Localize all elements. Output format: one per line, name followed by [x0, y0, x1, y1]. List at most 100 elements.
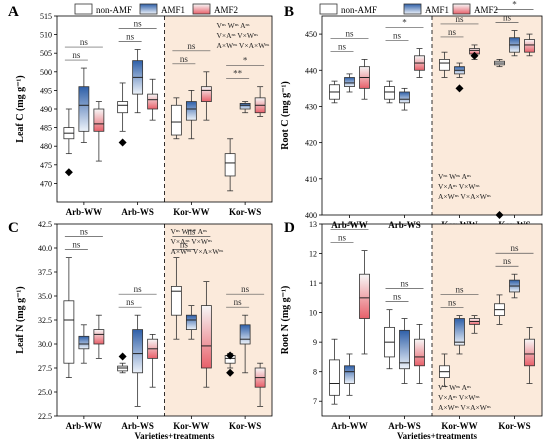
box-amf1: [454, 318, 465, 346]
legend-swatch-amf2: [192, 3, 211, 15]
significance-label: ns: [448, 27, 457, 37]
y-tick-label: 505: [40, 49, 52, 58]
legend-label: non-AMF: [96, 5, 132, 15]
significance-label: ns: [338, 233, 347, 243]
legend-swatch-non-amf: [74, 3, 93, 15]
box-amf1: [239, 324, 251, 345]
y-tick-label: 440: [305, 66, 317, 75]
x-tick-label: Kor-WS: [229, 207, 261, 217]
significance-label: ns: [455, 14, 464, 24]
box-amf1: [344, 365, 355, 384]
panel-a: A 470 475 480 485 490 495 500 505 510 515 Leaf C (m…: [8, 3, 273, 217]
significance-label: ns: [134, 284, 143, 294]
outlier-point: [455, 84, 464, 93]
y-tick-label: 9: [313, 338, 317, 347]
anova-stats-line: V×Aⁿˢ V×Wⁿˢ: [438, 393, 480, 402]
panel-label: A: [8, 4, 19, 20]
x-tick-label: Kor-WS: [498, 421, 530, 431]
panel-c: C 22.5 25.0 27.5 30.0 32.5 35.0 37.5 40.0 42.5 Lea…: [8, 220, 273, 441]
y-tick-label: 40.0: [38, 244, 52, 253]
y-axis-label: Root N (mg g⁻¹): [280, 286, 291, 355]
significance-label: *: [402, 18, 407, 28]
kor-background: [164, 224, 272, 416]
x-tick-label: Arb-WW: [331, 220, 368, 230]
box-amf1: [132, 329, 144, 374]
y-tick-label: 450: [305, 30, 317, 39]
box-amf1: [239, 103, 251, 110]
y-tick-label: 25.0: [38, 388, 52, 397]
box-amf1: [185, 101, 197, 121]
box-amf2: [93, 329, 105, 345]
box-non-amf: [170, 104, 182, 136]
significance-label: ns: [187, 227, 196, 237]
y-tick-label: 11: [309, 279, 317, 288]
x-tick-label: Arb-WW: [66, 207, 103, 217]
significance-label: ns: [72, 240, 81, 250]
significance-label: ns: [393, 31, 402, 41]
significance-label: ns: [503, 256, 512, 266]
significance-label: ns: [134, 18, 143, 28]
significance-label: **: [233, 69, 243, 79]
significance-label: *: [347, 220, 352, 230]
legend-swatch-non-amf: [319, 3, 338, 15]
x-tick-label: Kor-WS: [229, 421, 261, 431]
significance-label: ns: [455, 285, 464, 295]
box-non-amf: [329, 359, 340, 396]
y-tick-label: 480: [40, 142, 52, 151]
x-tick-label: Arb-WW: [66, 421, 103, 431]
y-tick-label: 22.5: [38, 412, 52, 421]
legend-label: AMF1: [161, 5, 185, 15]
legend-label: AMF1: [425, 5, 449, 15]
outlier-point: [226, 368, 235, 377]
y-tick-label: 27.5: [38, 364, 52, 373]
significance-label: ns: [72, 50, 81, 60]
significance-label: ns: [448, 298, 457, 308]
anova-stats-line: V⁺ Wⁿˢ Aⁿˢ: [438, 383, 471, 392]
panel-b: B 400 410 420 430 440 450 Root C (mg g⁻¹) Arb-WW…: [280, 0, 543, 230]
y-tick-label: 410: [305, 175, 317, 184]
significance-label: ns: [400, 279, 409, 289]
y-tick-label: 12: [309, 250, 317, 259]
anova-stats-line: Vⁿˢ Wⁿˢ Aⁿˢ: [217, 21, 250, 30]
y-tick-label: 7: [313, 397, 317, 406]
significance-label: ns: [234, 297, 243, 307]
significance-label: ns: [80, 37, 89, 47]
significance-label: ns: [503, 12, 512, 22]
anova-stats-line: A×Wⁿˢ V×A×Wⁿˢ: [171, 247, 224, 256]
legend-swatch-amf1: [403, 3, 422, 15]
y-axis-label: Root C (mg g⁻¹): [280, 81, 291, 150]
anova-stats-line: V×Aⁿˢ V×Wⁿˢ: [171, 237, 213, 246]
significance-label: ns: [126, 297, 135, 307]
panel-d: D 7 8 9 10 11 12 13 Root N (mg g⁻¹) Arb-WW Arb-WS K…: [280, 220, 543, 441]
box-non-amf: [439, 59, 450, 71]
box-non-amf: [63, 300, 75, 364]
y-axis-label: Leaf N (mg g⁻¹): [15, 286, 26, 353]
legend-swatch-amf1: [139, 3, 158, 15]
significance-label: ns: [345, 28, 354, 38]
y-tick-label: 470: [40, 179, 52, 188]
x-tick-label: Kor-WW: [173, 421, 209, 431]
outlier-point: [64, 168, 73, 177]
y-tick-label: 400: [305, 211, 317, 220]
anova-stats-line: A×Wⁿˢ V×A×Wⁿˢ: [438, 403, 491, 412]
box-non-amf: [170, 285, 182, 316]
anova-stats-line: A×Wⁿˢ V×A×Wⁿˢ: [217, 41, 270, 50]
legend-label: non-AMF: [341, 5, 377, 15]
legend-swatch-amf2: [452, 3, 471, 15]
anova-stats-line: Vⁿˢ W** Aⁿˢ: [171, 227, 208, 236]
box-amf2: [414, 338, 425, 367]
x-tick-label: Kor-WW: [441, 421, 477, 431]
box-amf2: [524, 338, 535, 367]
panel-label: C: [8, 220, 19, 236]
box-non-amf: [117, 101, 129, 114]
box-amf1: [78, 335, 90, 350]
outlier-point: [226, 351, 235, 360]
anova-stats-line: Vⁿˢ Wⁿˢ Aⁿˢ: [438, 172, 471, 181]
significance-label: *: [243, 56, 248, 66]
significance-label: ns: [187, 41, 196, 51]
anova-stats-line: V×Aⁿˢ V×Wⁿˢ: [438, 182, 480, 191]
anova-stats-line: V×Aⁿˢ V×Wⁿˢ: [217, 31, 259, 40]
box-amf2: [200, 86, 212, 102]
anova-stats-line: A×Wⁿˢ V×A×Wⁿˢ: [438, 192, 491, 201]
x-tick-label: Arb-WS: [121, 207, 154, 217]
